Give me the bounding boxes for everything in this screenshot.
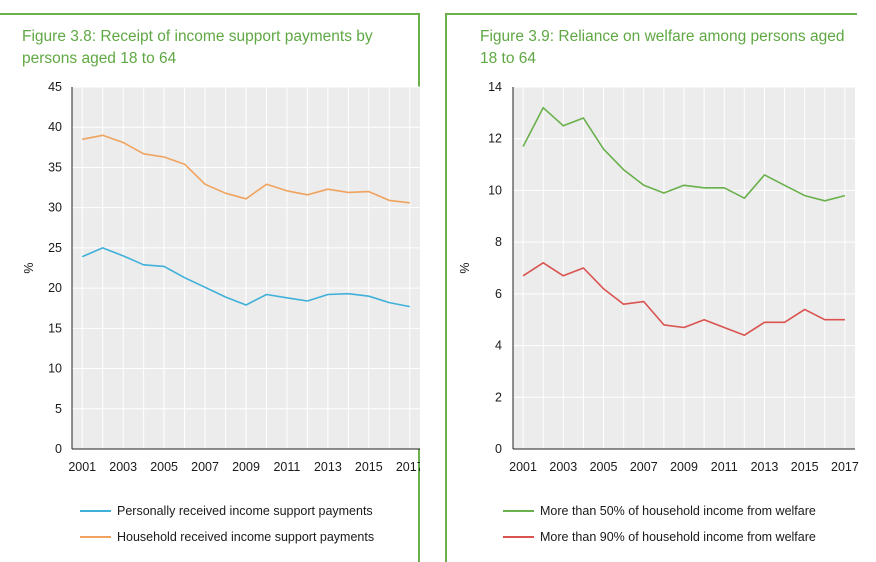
series-line-1	[81, 247, 410, 308]
x-tick-label: 2015	[791, 460, 819, 474]
y-tick-label: 0	[495, 442, 502, 456]
legend-item-over-50: More than 50% of household income from w…	[503, 504, 816, 518]
legend-label-household: Household received income support paymen…	[117, 530, 375, 544]
series-line-1	[522, 106, 846, 202]
x-tick-label: 2007	[191, 460, 219, 474]
y-tick-label: 45	[48, 80, 62, 94]
figure-3-9-title: Figure 3.9: Reliance on welfare among pe…	[480, 28, 845, 67]
series-line-2	[82, 134, 410, 204]
x-tick-label: 2003	[109, 460, 137, 474]
x-tick-label: 2013	[751, 460, 779, 474]
y-tick-label: 35	[48, 160, 62, 174]
legend-label-personal: Personally received income support payme…	[117, 504, 373, 518]
y-tick-label: 15	[48, 321, 62, 335]
figure-3-9-panel: Figure 3.9: Reliance on welfare among pe…	[445, 0, 876, 562]
legend-swatch-household	[80, 536, 111, 538]
legend-swatch-over-90	[503, 536, 534, 538]
y-tick-label: 10	[488, 183, 502, 197]
x-tick-label: 2013	[314, 460, 342, 474]
legend-label-over-50: More than 50% of household income from w…	[540, 504, 816, 518]
series-line-2	[522, 261, 845, 337]
y-axis-label: %	[458, 262, 472, 273]
y-tick-label: 4	[495, 339, 502, 353]
panel-top-border	[445, 13, 857, 15]
figure-3-8-title: Figure 3.8: Receipt of income support pa…	[22, 28, 373, 67]
y-tick-label: 12	[488, 132, 502, 146]
x-tick-label: 2001	[509, 460, 537, 474]
figure-3-9-chart: 0 2 4 6 8 10 12 14 2001 2003 2005 2007 2009 2011 2013 2…	[458, 80, 859, 474]
y-tick-label: 30	[48, 201, 62, 215]
y-tick-label: 5	[55, 402, 62, 416]
x-tick-label: 2011	[711, 460, 738, 474]
x-tick-label: 2015	[355, 460, 383, 474]
x-tick-label: 2017	[396, 460, 420, 474]
legend-item-personal: Personally received income support payme…	[80, 504, 373, 518]
y-tick-label: 40	[48, 120, 62, 134]
panel-left-border	[445, 13, 447, 562]
panel-top-border	[0, 13, 418, 15]
x-tick-label: 2009	[670, 460, 698, 474]
figure-3-8-panel: Figure 3.8: Receipt of income support pa…	[0, 0, 420, 562]
y-tick-label: 0	[55, 442, 62, 456]
y-tick-label: 8	[495, 235, 502, 249]
legend-item-over-90: More than 90% of household income from w…	[503, 530, 816, 544]
y-tick-label: 10	[48, 362, 62, 376]
x-tick-label: 2003	[549, 460, 577, 474]
x-tick-label: 2011	[273, 460, 300, 474]
y-tick-label: 20	[48, 281, 62, 295]
y-axis-label: %	[22, 262, 36, 273]
x-tick-label: 2017	[831, 460, 859, 474]
y-tick-label: 14	[488, 80, 502, 94]
y-tick-label: 6	[495, 287, 502, 301]
figure-3-8-chart: 0 5 10 15 20 25 30 35 40 45 2001 2003 2005 2007 2009 20…	[22, 80, 420, 474]
legend-label-over-90: More than 90% of household income from w…	[540, 530, 816, 544]
x-tick-label: 2001	[68, 460, 96, 474]
x-tick-label: 2009	[232, 460, 260, 474]
legend-item-household: Household received income support paymen…	[80, 530, 374, 544]
y-tick-label: 2	[495, 390, 502, 404]
x-tick-label: 2007	[630, 460, 658, 474]
legend-swatch-over-50	[503, 510, 534, 512]
x-tick-label: 2005	[590, 460, 618, 474]
legend-swatch-personal	[80, 510, 111, 512]
x-tick-label: 2005	[150, 460, 178, 474]
y-tick-label: 25	[48, 241, 62, 255]
